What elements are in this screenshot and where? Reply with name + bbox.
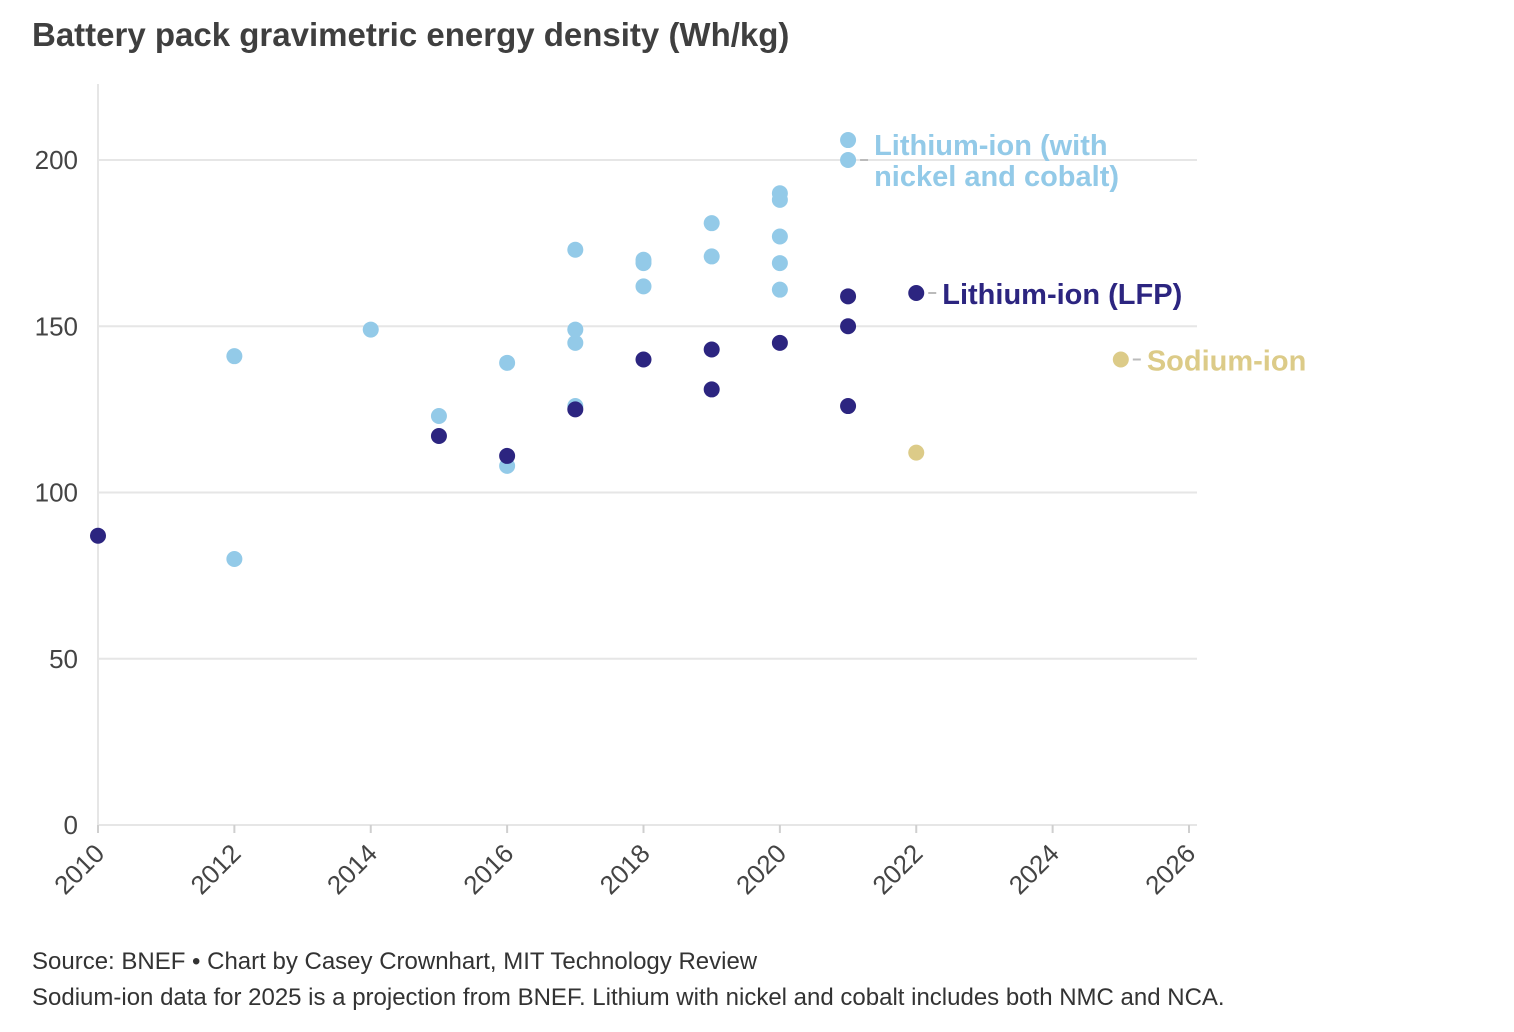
- x-tick-label: 2010: [48, 838, 110, 900]
- data-point: [635, 278, 652, 295]
- data-point: [771, 334, 788, 351]
- y-tick-label: 200: [35, 145, 78, 175]
- x-tick-label: 2016: [457, 838, 519, 900]
- data-points: [90, 132, 1129, 567]
- data-point: [840, 318, 857, 335]
- source-credit: Source: BNEF • Chart by Casey Crownhart,…: [32, 948, 758, 975]
- data-point: [567, 321, 584, 338]
- series-label: nickel and cobalt): [874, 161, 1119, 193]
- series-label: Lithium-ion (LFP): [942, 279, 1182, 311]
- data-point: [771, 191, 788, 208]
- y-tick-label: 0: [64, 810, 78, 840]
- data-point: [703, 215, 720, 232]
- series-label: Sodium-ion: [1147, 346, 1306, 378]
- chart-title: Battery pack gravimetric energy density …: [32, 16, 790, 53]
- data-point: [840, 288, 857, 305]
- footnote: Sodium-ion data for 2025 is a projection…: [32, 984, 1225, 1011]
- data-point: [840, 398, 857, 415]
- x-tick-label: 2026: [1139, 838, 1201, 900]
- data-point: [499, 447, 516, 464]
- data-point: [635, 351, 652, 368]
- y-tick-label: 150: [35, 311, 78, 341]
- data-point: [703, 248, 720, 265]
- y-tick-label: 50: [49, 644, 78, 674]
- data-point: [226, 551, 243, 567]
- y-tick-label: 100: [35, 478, 78, 508]
- data-point: [499, 354, 516, 371]
- data-point: [840, 152, 857, 168]
- data-point: [771, 255, 788, 272]
- gridlines: [98, 159, 1197, 826]
- data-point: [567, 241, 584, 258]
- data-point: [703, 381, 720, 398]
- data-point: [908, 444, 925, 461]
- data-point: [430, 408, 447, 425]
- data-point: [90, 527, 106, 544]
- x-tick-label: 2018: [594, 838, 656, 900]
- x-tick-label: 2012: [185, 838, 247, 900]
- x-tick-label: 2020: [730, 838, 792, 900]
- data-point: [840, 132, 857, 149]
- x-tick-label: 2024: [1003, 838, 1065, 900]
- data-point: [1112, 351, 1129, 368]
- data-point: [771, 228, 788, 245]
- x-tick-label: 2014: [321, 838, 383, 900]
- data-point: [430, 427, 447, 444]
- data-point: [362, 321, 379, 338]
- data-point: [567, 334, 584, 351]
- data-point: [567, 401, 584, 418]
- x-tick-label: 2022: [866, 838, 928, 900]
- series-label: Lithium-ion (with: [874, 130, 1108, 162]
- data-point: [703, 341, 720, 358]
- data-point: [635, 255, 652, 272]
- data-point: [908, 285, 925, 301]
- data-point: [771, 281, 788, 298]
- data-point: [226, 348, 243, 365]
